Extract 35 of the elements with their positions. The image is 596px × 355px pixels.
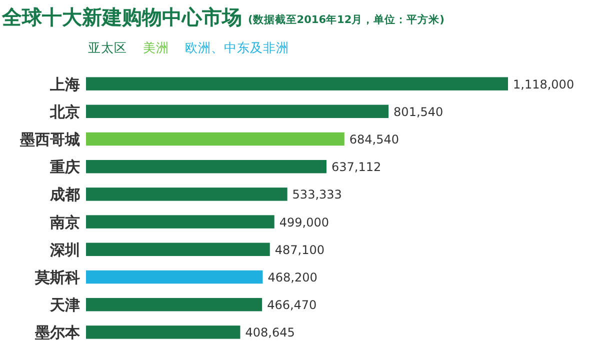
bar xyxy=(86,160,326,174)
data-label: 637,112 xyxy=(331,160,382,174)
chart-title: 全球十大新建购物中心市场 xyxy=(1,5,242,29)
y-tick-label: 成都 xyxy=(49,186,80,204)
series-label: 亚太区 xyxy=(88,40,127,55)
data-label: 487,100 xyxy=(274,242,324,257)
y-tick-label: 上海 xyxy=(49,75,80,94)
y-tick-label: 南京 xyxy=(49,213,80,232)
bar xyxy=(86,132,344,146)
bar xyxy=(86,298,262,312)
bar xyxy=(86,77,508,90)
y-tick-label: 莫斯科 xyxy=(34,268,80,286)
bar xyxy=(86,215,274,228)
data-label: 684,540 xyxy=(349,132,400,146)
y-tick-label: 北京 xyxy=(49,102,80,121)
text: 美洲 xyxy=(143,40,169,55)
bar xyxy=(86,104,389,118)
chart-subtitle: (数据截至2016年12月，单位：平方米) xyxy=(248,13,444,26)
bar xyxy=(86,188,288,201)
y-tick-label: 天津 xyxy=(49,296,80,314)
y-tick-label: 重庆 xyxy=(49,158,80,176)
data-label: 801,540 xyxy=(394,104,444,119)
bar xyxy=(86,270,263,284)
data-label: 499,000 xyxy=(279,215,329,230)
data-label: 408,645 xyxy=(245,326,295,340)
bar xyxy=(86,242,270,256)
data-label: 466,470 xyxy=(267,298,317,312)
data-label: 1,118,000 xyxy=(513,77,574,92)
y-tick-label: 深圳 xyxy=(49,240,80,259)
data-label: 533,333 xyxy=(292,188,342,202)
bar xyxy=(86,326,240,339)
text: 欧洲、中东及非洲 xyxy=(185,40,289,55)
y-tick-label: 墨西哥城 xyxy=(19,130,80,148)
y-tick-label: 墨尔本 xyxy=(34,324,81,342)
data-label: 468,200 xyxy=(268,270,318,284)
